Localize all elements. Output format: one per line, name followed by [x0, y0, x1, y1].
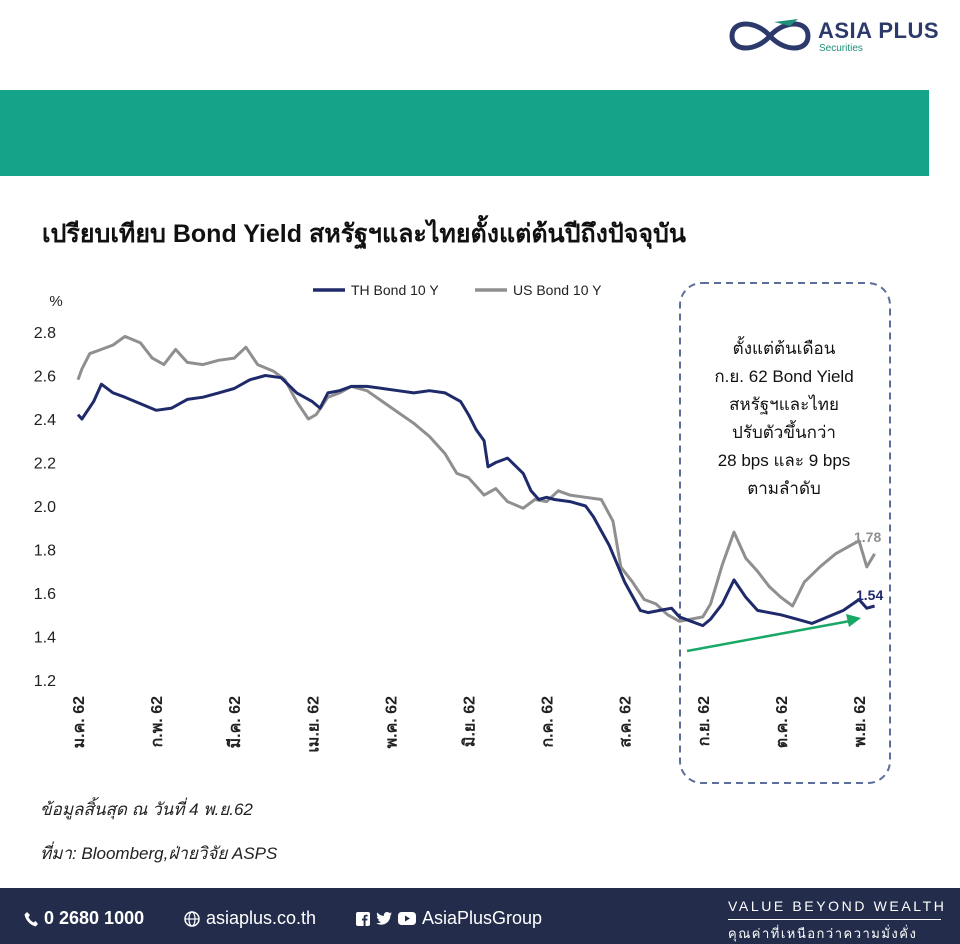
- phone-icon: [24, 911, 38, 926]
- x-tick-label: มิ.ย. 62: [461, 696, 479, 747]
- source-note: ที่มา: Bloomberg,ฝ่ายวิจัย ASPS: [40, 844, 278, 863]
- social-handle: AsiaPlusGroup: [422, 908, 543, 928]
- annotation-line: สหรัฐฯและไทย: [729, 394, 839, 415]
- y-tick-label: 2.0: [34, 499, 56, 516]
- x-tick-label: เม.ย. 62: [305, 696, 322, 753]
- footer-website[interactable]: asiaplus.co.th: [184, 908, 316, 929]
- header-banner: [0, 90, 929, 176]
- series-line-us-bond: [76, 334, 876, 623]
- x-tick-label: ก.พ. 62: [149, 696, 166, 747]
- infinity-logo-icon: [729, 19, 811, 51]
- x-tick-label: ต.ค. 62: [774, 696, 791, 748]
- x-tick-label: ส.ค. 62: [618, 696, 635, 748]
- y-axis-unit-label: %: [49, 293, 62, 310]
- x-tick-label: ก.ย. 62: [696, 696, 713, 746]
- legend-label-th: TH Bond 10 Y: [351, 282, 439, 298]
- phone-number: 0 2680 1000: [44, 908, 145, 928]
- x-tick-label: พ.ค. 62: [383, 696, 400, 748]
- page-title: เปรียบเทียบ Bond Yield สหรัฐฯและไทยตั้งแ…: [42, 220, 686, 248]
- footer-phone[interactable]: 0 2680 1000: [24, 908, 144, 929]
- trend-arrow-head: [846, 614, 861, 627]
- y-tick-label: 1.4: [34, 630, 56, 647]
- annotation-line: ตั้งแต่ต้นเดือน: [733, 336, 836, 358]
- annotation-line: ตามลำดับ: [747, 479, 821, 498]
- slogan-thai-text: คุณค่าที่เหนือกว่าความมั่งคั่ง: [728, 926, 918, 941]
- asia-plus-logo: ASIA PLUS Securities: [726, 14, 946, 56]
- footer-bar: 0 2680 1000 asiaplus.co.th AsiaPlusGroup…: [0, 888, 960, 944]
- legend-label-us: US Bond 10 Y: [513, 282, 602, 298]
- x-tick-label: ก.ค. 62: [540, 696, 557, 748]
- globe-icon: [184, 910, 200, 927]
- th-end-value-label: 1.54: [856, 587, 883, 603]
- annotation-line: 28 bps และ 9 bps: [718, 451, 851, 470]
- y-tick-label: 2.4: [34, 412, 56, 429]
- y-tick-label: 2.6: [34, 369, 56, 386]
- x-tick-label: มี.ค. 62: [225, 696, 244, 748]
- y-tick-label: 1.8: [34, 543, 56, 560]
- y-tick-label: 2.8: [34, 325, 56, 342]
- annotation-line: ปรับตัวขึ้นกว่า: [732, 420, 836, 442]
- trend-arrow-line: [686, 619, 851, 653]
- series-line-th-bond: [76, 374, 876, 628]
- slogan-text: VALUE BEYOND WEALTH: [728, 898, 947, 914]
- footer-social[interactable]: AsiaPlusGroup: [356, 908, 542, 929]
- annotation-line: ก.ย. 62 Bond Yield: [714, 367, 853, 386]
- y-tick-label: 1.2: [34, 673, 56, 690]
- logo-brand-text: ASIA PLUS: [818, 18, 940, 43]
- facebook-icon: [356, 911, 370, 926]
- x-tick-label: พ.ย. 62: [852, 696, 869, 747]
- twitter-icon: [376, 912, 392, 925]
- slogan-divider: [728, 919, 941, 920]
- y-tick-label: 1.6: [34, 586, 56, 603]
- logo-sub-text: Securities: [819, 43, 863, 54]
- y-tick-label: 2.2: [34, 456, 56, 473]
- us-end-value-label: 1.78: [854, 529, 881, 545]
- data-date-note: ข้อมูลสิ้นสุด ณ วันที่ 4 พ.ย.62: [40, 800, 253, 819]
- website-text: asiaplus.co.th: [206, 908, 317, 928]
- youtube-icon: [398, 912, 416, 925]
- annotation-box: [679, 282, 891, 784]
- bond-yield-chart: % 2.8 2.6 2.4 2.2 2.0 1.8 1.6 1.4 1.2 ม.ค. 62 ก.พ. …: [34, 282, 891, 784]
- x-tick-label: ม.ค. 62: [71, 696, 88, 748]
